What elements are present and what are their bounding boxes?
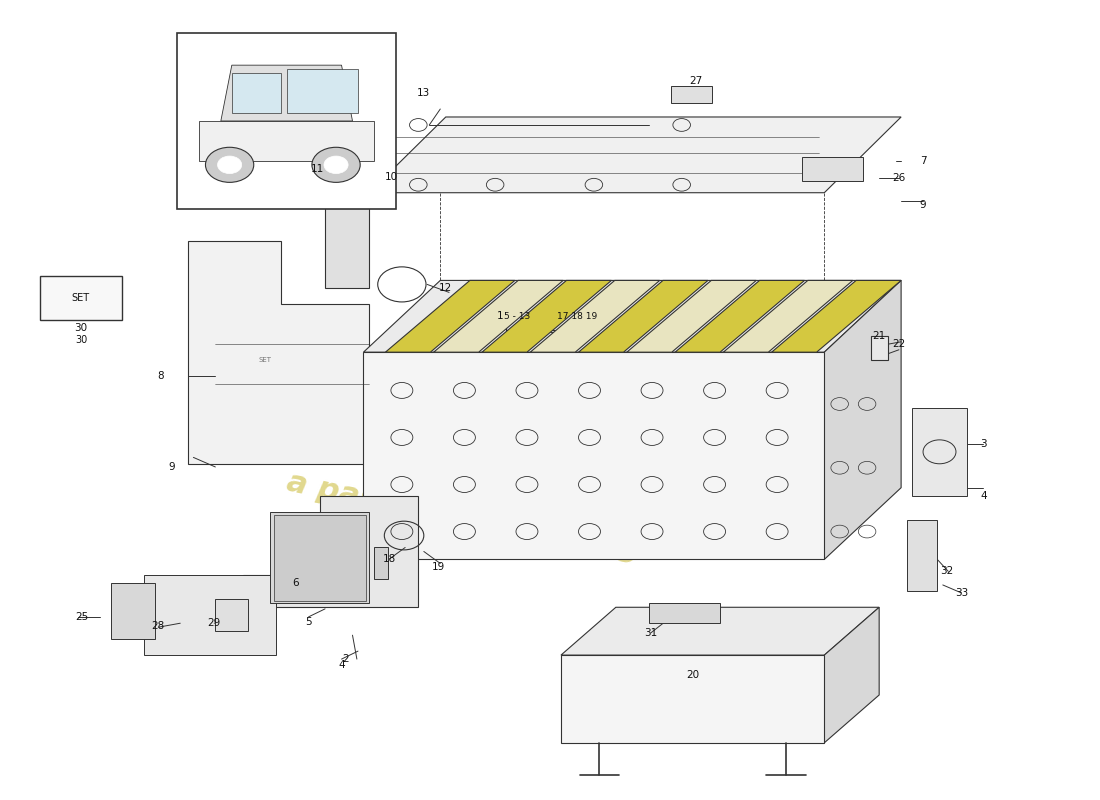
Text: SET: SET bbox=[258, 357, 272, 363]
Text: 13: 13 bbox=[417, 88, 430, 98]
Text: 21: 21 bbox=[872, 331, 886, 342]
Polygon shape bbox=[221, 65, 352, 121]
Polygon shape bbox=[326, 193, 368, 288]
Bar bbox=[912, 408, 967, 496]
Text: 9: 9 bbox=[920, 200, 926, 210]
Text: 4: 4 bbox=[338, 660, 344, 670]
Bar bbox=[671, 86, 713, 103]
Text: 31: 31 bbox=[645, 628, 658, 638]
Polygon shape bbox=[199, 121, 374, 161]
Bar bbox=[274, 515, 365, 601]
Text: 22: 22 bbox=[892, 339, 905, 349]
Text: 19: 19 bbox=[431, 562, 444, 573]
Polygon shape bbox=[530, 281, 660, 352]
Text: 30: 30 bbox=[74, 323, 87, 334]
Text: 20: 20 bbox=[686, 670, 700, 680]
Text: 5: 5 bbox=[306, 617, 312, 626]
Polygon shape bbox=[724, 281, 852, 352]
Bar bbox=[271, 512, 369, 603]
Text: 2: 2 bbox=[342, 654, 349, 664]
Circle shape bbox=[218, 156, 242, 174]
Text: 26: 26 bbox=[892, 174, 905, 183]
Bar bbox=[40, 277, 122, 320]
Text: 30: 30 bbox=[75, 335, 87, 346]
Bar bbox=[374, 547, 387, 579]
Text: SET: SET bbox=[72, 294, 90, 303]
Polygon shape bbox=[363, 352, 824, 559]
Polygon shape bbox=[232, 73, 282, 113]
Circle shape bbox=[312, 147, 360, 182]
Text: 3: 3 bbox=[980, 439, 987, 449]
Bar bbox=[906, 519, 937, 591]
Text: 1: 1 bbox=[497, 311, 504, 322]
Polygon shape bbox=[824, 281, 901, 559]
Polygon shape bbox=[871, 336, 888, 360]
Text: 8: 8 bbox=[157, 371, 164, 381]
Text: 5 - 13: 5 - 13 bbox=[504, 312, 530, 321]
Text: 12: 12 bbox=[439, 283, 452, 294]
Text: 9: 9 bbox=[168, 462, 175, 472]
Polygon shape bbox=[561, 607, 879, 655]
Text: 28: 28 bbox=[152, 622, 165, 631]
Bar bbox=[802, 157, 862, 181]
Polygon shape bbox=[675, 281, 804, 352]
Polygon shape bbox=[482, 281, 612, 352]
Circle shape bbox=[324, 156, 348, 174]
Text: 32: 32 bbox=[940, 566, 954, 577]
Text: a passion since 1985: a passion since 1985 bbox=[284, 468, 640, 571]
Circle shape bbox=[206, 147, 254, 182]
Text: 33: 33 bbox=[955, 588, 968, 598]
Polygon shape bbox=[188, 241, 368, 464]
Text: 11: 11 bbox=[311, 164, 324, 174]
Text: 6: 6 bbox=[293, 578, 299, 588]
Polygon shape bbox=[824, 607, 879, 743]
Text: 7: 7 bbox=[920, 156, 926, 166]
Polygon shape bbox=[433, 281, 563, 352]
Polygon shape bbox=[627, 281, 757, 352]
Text: 27: 27 bbox=[690, 76, 703, 86]
Bar bbox=[649, 603, 720, 623]
Polygon shape bbox=[243, 496, 418, 607]
Polygon shape bbox=[363, 281, 901, 352]
Text: eurospares: eurospares bbox=[227, 309, 741, 491]
Polygon shape bbox=[579, 281, 708, 352]
Bar bbox=[111, 583, 155, 639]
Bar bbox=[177, 34, 396, 209]
Polygon shape bbox=[287, 69, 358, 113]
Text: 4: 4 bbox=[980, 490, 987, 501]
Polygon shape bbox=[561, 655, 824, 743]
Bar bbox=[216, 599, 249, 631]
Polygon shape bbox=[385, 281, 515, 352]
Text: 29: 29 bbox=[208, 618, 221, 628]
Polygon shape bbox=[771, 281, 901, 352]
Text: 17 18 19: 17 18 19 bbox=[558, 312, 597, 321]
Bar bbox=[144, 575, 276, 655]
Text: 25: 25 bbox=[75, 612, 88, 622]
Polygon shape bbox=[368, 117, 901, 193]
Text: 18: 18 bbox=[383, 554, 396, 565]
Text: 10: 10 bbox=[384, 172, 397, 182]
